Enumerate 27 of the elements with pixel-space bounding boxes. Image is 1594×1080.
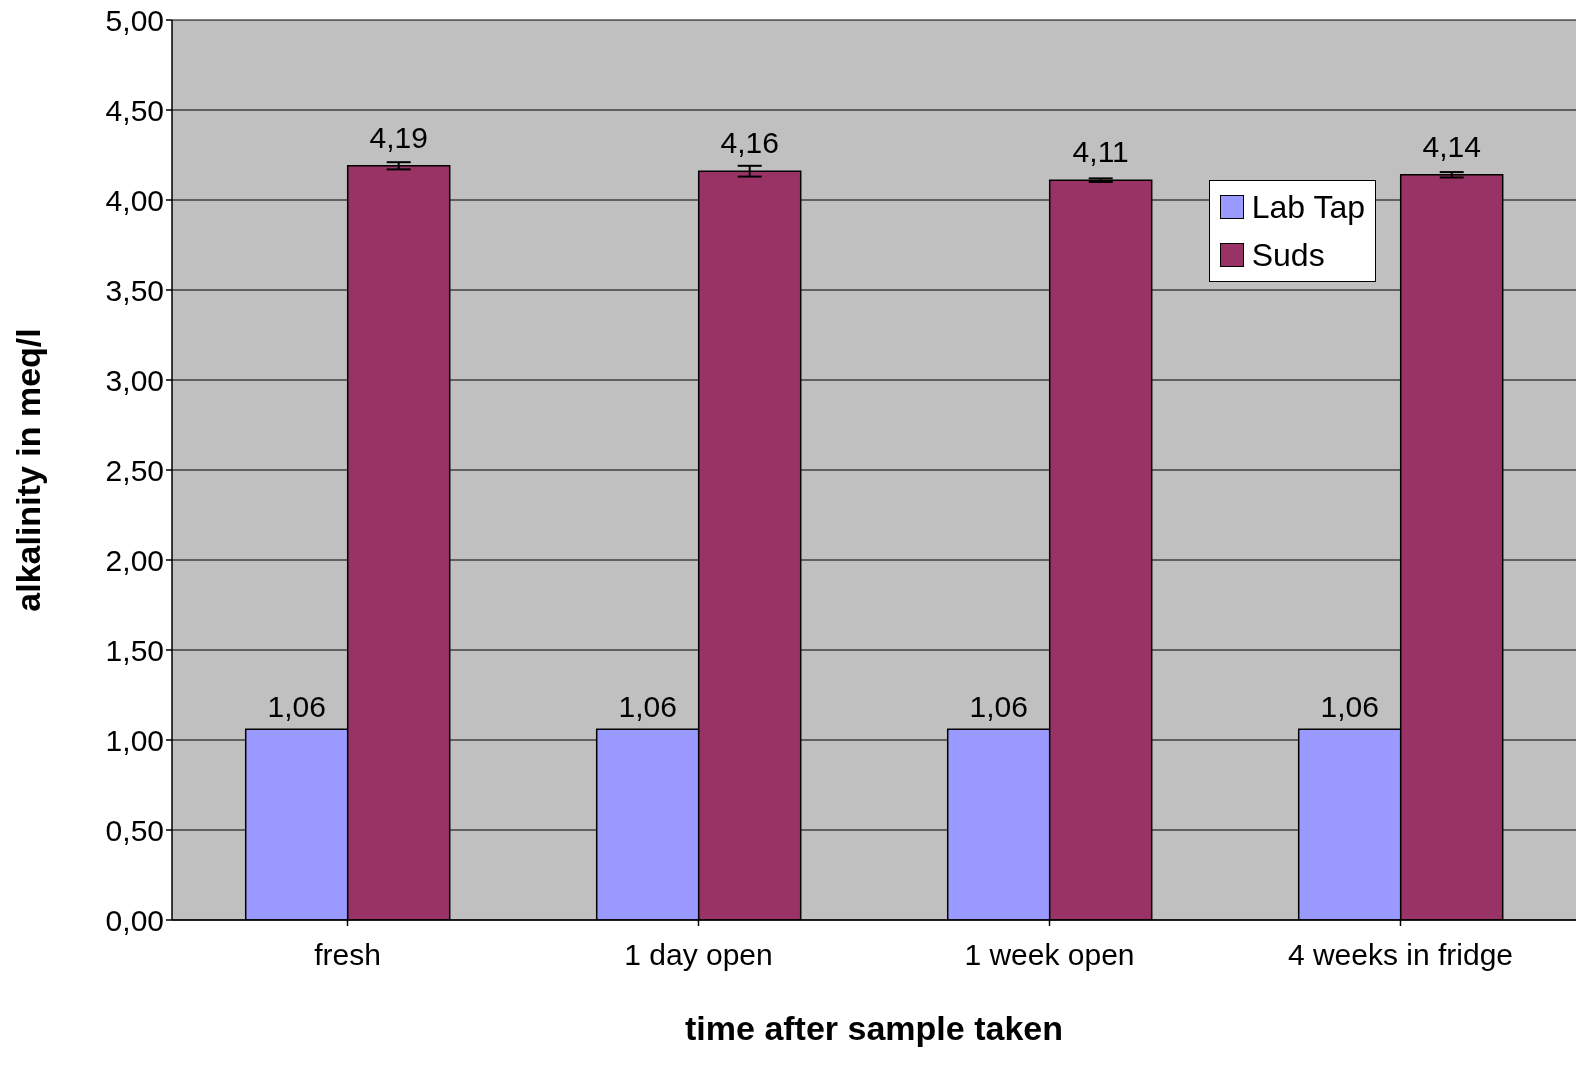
- data-label: 4,19: [369, 120, 428, 154]
- y-tick-label: 1,00: [105, 723, 164, 757]
- data-label: 4,11: [1072, 135, 1129, 169]
- data-label: 1,06: [1320, 690, 1379, 724]
- x-tick-label: fresh: [314, 938, 381, 972]
- data-label: 1,06: [267, 690, 326, 724]
- x-tick-label: 4 weeks in fridge: [1287, 938, 1514, 972]
- y-tick-label: 0,50: [105, 813, 164, 847]
- y-tick-label: 1,50: [105, 633, 164, 667]
- x-tick-label: 1 week open: [964, 938, 1135, 972]
- y-tick-label: 2,00: [105, 543, 164, 577]
- y-tick-label: 3,00: [105, 363, 164, 397]
- x-tick-label: 1 day open: [624, 938, 773, 972]
- y-tick-label: 0,00: [105, 903, 164, 937]
- data-label: 1,06: [969, 690, 1028, 724]
- data-label: 4,16: [720, 126, 779, 160]
- x-axis-title: time after sample taken: [685, 1009, 1063, 1047]
- y-tick-label: 3,50: [105, 273, 164, 307]
- y-tick-label: 4,50: [105, 93, 164, 127]
- legend-label: Suds: [1250, 236, 1326, 275]
- data-label: 1,06: [618, 690, 677, 724]
- y-tick-label: 4,00: [105, 183, 164, 217]
- data-label: 4,14: [1422, 129, 1481, 163]
- y-tick-label: 2,50: [105, 453, 164, 487]
- legend-label: Lab Tap: [1250, 188, 1365, 227]
- y-axis-title: alkalinity in meq/l: [9, 328, 48, 612]
- y-tick-label: 5,00: [105, 3, 164, 37]
